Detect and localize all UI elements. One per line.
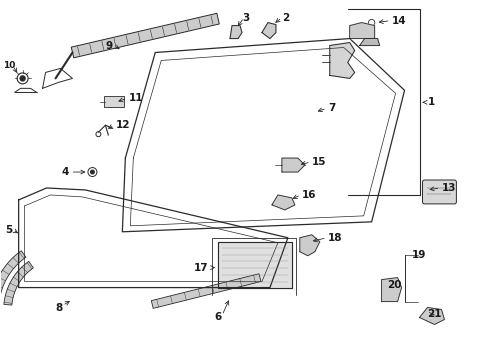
Polygon shape bbox=[262, 23, 276, 39]
Text: 1: 1 bbox=[427, 97, 435, 107]
Polygon shape bbox=[4, 261, 33, 305]
Polygon shape bbox=[382, 278, 401, 302]
Text: 9: 9 bbox=[105, 41, 112, 50]
Text: 5: 5 bbox=[6, 225, 13, 235]
Polygon shape bbox=[330, 42, 355, 78]
Polygon shape bbox=[272, 195, 295, 210]
Circle shape bbox=[88, 167, 97, 176]
Polygon shape bbox=[218, 242, 292, 288]
Text: 14: 14 bbox=[392, 15, 406, 26]
Text: 3: 3 bbox=[242, 13, 249, 23]
Circle shape bbox=[368, 19, 375, 26]
Polygon shape bbox=[71, 13, 220, 58]
Circle shape bbox=[20, 76, 25, 81]
Polygon shape bbox=[151, 274, 261, 309]
FancyBboxPatch shape bbox=[104, 96, 124, 107]
Text: 20: 20 bbox=[388, 280, 402, 289]
Text: 21: 21 bbox=[427, 310, 442, 319]
Text: 11: 11 bbox=[128, 93, 143, 103]
Text: 2: 2 bbox=[282, 13, 289, 23]
Circle shape bbox=[96, 132, 101, 137]
Text: 4: 4 bbox=[61, 167, 69, 177]
Text: 19: 19 bbox=[412, 250, 426, 260]
Polygon shape bbox=[360, 39, 380, 45]
Polygon shape bbox=[230, 26, 242, 39]
Polygon shape bbox=[350, 23, 375, 39]
Text: 16: 16 bbox=[302, 190, 317, 200]
Polygon shape bbox=[419, 307, 444, 324]
FancyBboxPatch shape bbox=[422, 180, 456, 204]
Polygon shape bbox=[0, 251, 26, 304]
Text: 6: 6 bbox=[215, 312, 222, 323]
Circle shape bbox=[91, 170, 94, 174]
Text: 10: 10 bbox=[2, 61, 15, 70]
Text: 8: 8 bbox=[55, 302, 63, 312]
Text: 17: 17 bbox=[194, 263, 208, 273]
Text: 15: 15 bbox=[312, 157, 326, 167]
Text: 7: 7 bbox=[328, 103, 335, 113]
Polygon shape bbox=[282, 158, 305, 172]
Circle shape bbox=[17, 73, 28, 84]
Text: 18: 18 bbox=[328, 233, 342, 243]
Text: 12: 12 bbox=[115, 120, 130, 130]
Text: 13: 13 bbox=[441, 183, 456, 193]
Polygon shape bbox=[300, 235, 320, 256]
